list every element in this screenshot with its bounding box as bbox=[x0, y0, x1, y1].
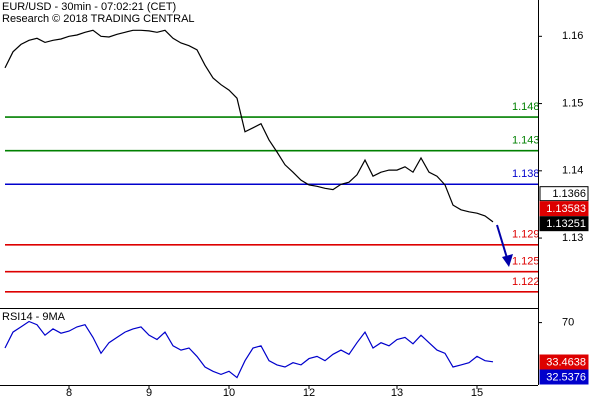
price-label: 1.13583 bbox=[546, 203, 586, 215]
x-tick-label: 12 bbox=[303, 387, 315, 399]
plot-layer: 1.13 1.14 1.15 1.16 1.148 1.143 1.138 1.129 1.12… bbox=[4, 29, 589, 399]
price-label-box bbox=[539, 369, 589, 385]
level-label: 1.148 bbox=[512, 101, 540, 113]
level-label: 1.138 bbox=[512, 168, 540, 180]
data-line bbox=[4, 320, 494, 379]
x-tick-label: 15 bbox=[471, 387, 483, 399]
price-label: 33.4638 bbox=[546, 356, 586, 368]
y-tick-label: 1.13 bbox=[562, 232, 583, 244]
level-label: 1.129 bbox=[512, 229, 540, 241]
price-label-box bbox=[539, 186, 589, 202]
y-tick-label: 1.14 bbox=[562, 165, 583, 177]
x-tick-label: 8 bbox=[66, 387, 72, 399]
level-label: 1.143 bbox=[512, 135, 540, 147]
level-label: 1.125 bbox=[512, 256, 540, 268]
forecast-arrow bbox=[496, 224, 508, 259]
x-tick-label: 9 bbox=[146, 387, 152, 399]
price-label: 1.13251 bbox=[546, 218, 586, 230]
data-line bbox=[4, 29, 494, 223]
level-label: 1.122 bbox=[512, 276, 540, 288]
y-tick-label: 1.15 bbox=[562, 97, 583, 109]
price-label: 32.5376 bbox=[546, 371, 586, 383]
price-label-box bbox=[539, 354, 589, 370]
chart-title: EUR/USD - 30min - 07:02:21 (CET) bbox=[2, 1, 176, 13]
price-label: 1.1366 bbox=[552, 188, 586, 200]
x-tick-label: 13 bbox=[391, 387, 403, 399]
price-label-box bbox=[539, 216, 589, 232]
x-tick-label: 10 bbox=[223, 387, 235, 399]
y-tick-label: 1.16 bbox=[562, 30, 583, 42]
y-tick-label: 70 bbox=[562, 317, 574, 329]
rsi-title: RSI14 - 9MA bbox=[2, 311, 66, 323]
price-label-box bbox=[539, 201, 589, 217]
chart-subtitle: Research © 2018 TRADING CENTRAL bbox=[2, 13, 195, 25]
forecast-arrow-head bbox=[502, 254, 513, 267]
